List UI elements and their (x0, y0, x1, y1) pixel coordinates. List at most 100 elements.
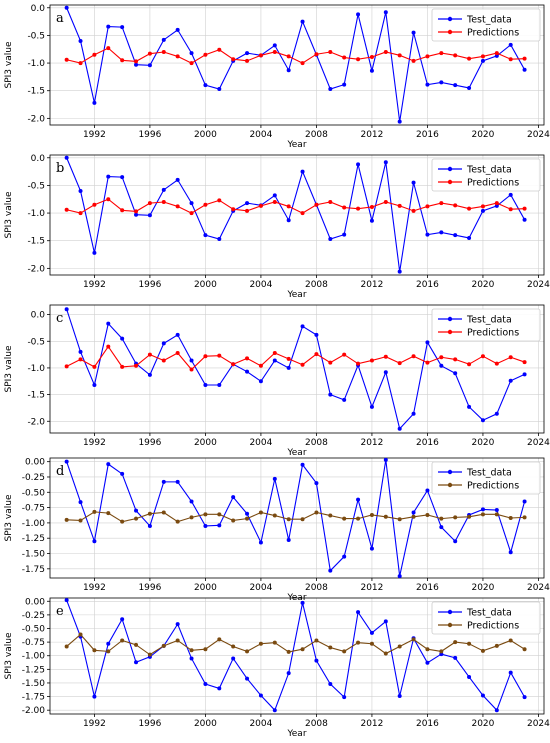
data-point (134, 508, 139, 513)
data-point (411, 637, 416, 642)
legend-marker (447, 622, 453, 628)
data-point (383, 619, 388, 624)
data-point (480, 648, 485, 653)
x-tick-label: 2016 (416, 130, 439, 140)
data-point (286, 356, 291, 361)
y-tick-label: -0.5 (27, 337, 45, 347)
data-point (78, 211, 83, 216)
data-point (522, 360, 527, 365)
series-predictions (64, 197, 527, 216)
x-tick-label: 2004 (249, 130, 272, 140)
data-point (494, 361, 499, 366)
data-point (217, 87, 222, 92)
data-point (453, 233, 458, 238)
data-point (64, 598, 69, 603)
x-tick-label: 2000 (194, 583, 217, 593)
data-point (425, 54, 430, 59)
data-point (314, 352, 319, 357)
panel-label: d (56, 464, 64, 479)
data-point (231, 518, 236, 523)
legend-box (431, 308, 541, 342)
data-point (467, 362, 472, 367)
data-point (78, 500, 83, 505)
data-point (203, 383, 208, 387)
data-point (480, 507, 485, 512)
data-point (480, 418, 485, 423)
data-point (397, 426, 402, 431)
data-point (314, 52, 319, 57)
data-point (106, 641, 111, 646)
data-point (64, 644, 69, 649)
data-point (231, 495, 236, 500)
data-point (328, 237, 333, 242)
data-point (175, 332, 180, 337)
data-point (64, 364, 69, 369)
data-point (134, 363, 139, 368)
data-point (439, 80, 444, 85)
data-point (300, 600, 305, 605)
series-test-data (64, 457, 527, 579)
data-point (258, 693, 263, 698)
data-point (425, 360, 430, 365)
y-tick-label: -0.5 (27, 31, 45, 41)
data-point (425, 488, 430, 493)
data-point (286, 204, 291, 209)
legend-label: Test_data (466, 165, 512, 176)
data-point (494, 53, 499, 58)
legend-label: Predictions (467, 481, 519, 492)
legend: Test_data Predictions (431, 158, 541, 192)
data-point (397, 517, 402, 522)
y-tick-label: -2.00 (22, 706, 46, 716)
data-point (120, 175, 125, 180)
data-point (189, 515, 194, 520)
data-point (397, 269, 402, 274)
series-line (66, 309, 525, 430)
x-tick-label: 1996 (138, 719, 161, 729)
data-point (356, 640, 361, 645)
data-point (189, 358, 194, 363)
data-point (439, 525, 444, 530)
data-point (106, 46, 111, 51)
x-axis-label: Year (286, 140, 306, 150)
legend-box (431, 8, 541, 42)
legend-label: Predictions (467, 178, 519, 189)
data-point (147, 63, 152, 68)
data-point (64, 459, 69, 464)
data-point (328, 360, 333, 365)
series-line (66, 633, 525, 656)
data-point (356, 206, 361, 211)
data-point (147, 51, 152, 56)
data-point (245, 649, 250, 654)
data-point (494, 508, 499, 513)
data-point (245, 58, 250, 63)
x-tick-label: 2008 (305, 280, 328, 290)
data-point (78, 357, 83, 362)
data-point (161, 479, 166, 484)
data-point (134, 209, 139, 214)
x-tick-label: 2024 (527, 438, 550, 448)
x-tick-label: 2008 (305, 719, 328, 729)
data-point (425, 204, 430, 209)
data-point (383, 10, 388, 15)
data-point (369, 218, 374, 223)
plot-frame (49, 457, 545, 579)
x-tick-label: 2012 (360, 583, 383, 593)
data-point (314, 658, 319, 663)
data-point (439, 649, 444, 654)
series-line (66, 599, 526, 712)
data-point (258, 379, 263, 384)
data-point (286, 671, 291, 676)
x-tick-label: 2020 (471, 719, 494, 729)
data-point (245, 516, 250, 521)
data-point (134, 212, 139, 217)
y-tick-label: -0.25 (22, 611, 45, 621)
data-point (175, 27, 180, 32)
data-point (425, 82, 430, 87)
data-point (203, 233, 208, 238)
data-point (453, 515, 458, 520)
legend-label: Predictions (467, 328, 519, 339)
data-point (147, 352, 152, 357)
x-tick-label: 2008 (305, 438, 328, 448)
data-point (203, 83, 208, 88)
y-tick-label: -1.5 (27, 237, 45, 247)
